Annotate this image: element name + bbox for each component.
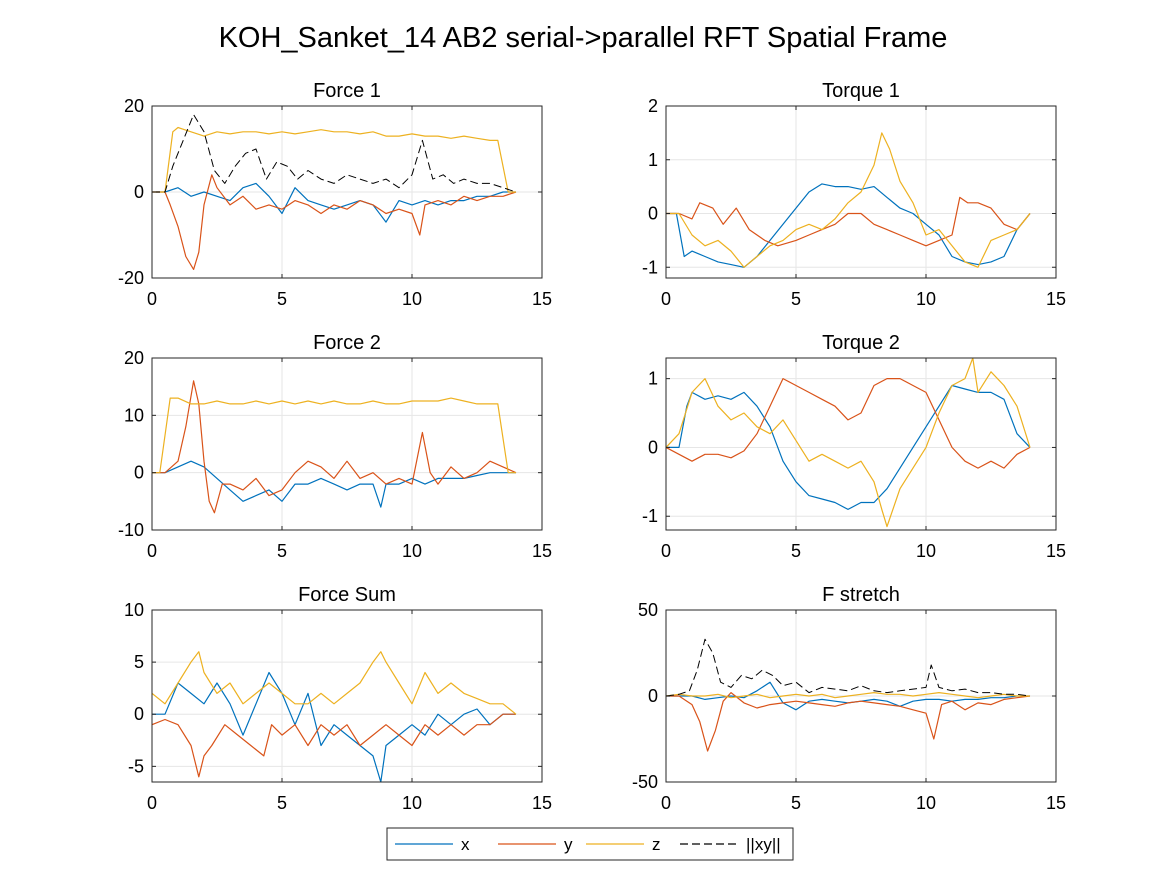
series-line-z bbox=[152, 651, 517, 715]
series-line-z bbox=[152, 126, 516, 193]
y-tick-label: 0 bbox=[134, 463, 144, 483]
series-line-x bbox=[666, 384, 1031, 510]
y-tick-label: 1 bbox=[648, 369, 658, 389]
plot-area bbox=[666, 358, 1056, 530]
x-tick-label: 0 bbox=[661, 289, 671, 309]
legend-label: y bbox=[564, 835, 573, 854]
y-tick-label: 0 bbox=[134, 182, 144, 202]
series-group bbox=[666, 358, 1031, 528]
x-tick-label: 0 bbox=[661, 541, 671, 561]
series-line-z bbox=[666, 132, 1031, 268]
x-tick-label: 5 bbox=[791, 541, 801, 561]
subplot-title: Force Sum bbox=[298, 584, 396, 606]
x-tick-label: 10 bbox=[402, 541, 422, 561]
legend-label: z bbox=[652, 835, 661, 854]
y-tick-label: 20 bbox=[124, 96, 144, 116]
series-group bbox=[152, 651, 517, 782]
x-tick-label: 5 bbox=[277, 793, 287, 813]
x-tick-label: 10 bbox=[916, 289, 936, 309]
series-line-xy bbox=[152, 114, 517, 193]
x-tick-label: 5 bbox=[277, 541, 287, 561]
series-line-y bbox=[666, 378, 1031, 469]
legend-item-z: z bbox=[586, 835, 661, 854]
series-line-y bbox=[666, 196, 1031, 247]
x-tick-label: 0 bbox=[147, 289, 157, 309]
x-tick-label: 10 bbox=[402, 793, 422, 813]
y-tick-label: -20 bbox=[118, 268, 144, 288]
x-tick-label: 15 bbox=[1046, 541, 1066, 561]
series-group bbox=[666, 638, 1031, 752]
y-tick-label: 0 bbox=[648, 437, 658, 457]
x-tick-label: 0 bbox=[147, 793, 157, 813]
series-line-y bbox=[666, 691, 1031, 752]
x-tick-label: 10 bbox=[916, 541, 936, 561]
x-tick-label: 5 bbox=[277, 289, 287, 309]
x-tick-label: 15 bbox=[532, 541, 552, 561]
subplot-title: Torque 2 bbox=[822, 332, 900, 354]
x-tick-label: 15 bbox=[1046, 289, 1066, 309]
y-tick-label: -5 bbox=[128, 756, 144, 776]
x-tick-label: 0 bbox=[661, 793, 671, 813]
legend-item-y: y bbox=[498, 835, 573, 854]
y-tick-label: -1 bbox=[642, 257, 658, 277]
x-tick-label: 5 bbox=[791, 793, 801, 813]
y-tick-label: 10 bbox=[124, 600, 144, 620]
legend-label: ||xy|| bbox=[746, 835, 781, 854]
subplot-title: Force 1 bbox=[313, 80, 381, 102]
series-line-xy bbox=[666, 638, 1031, 697]
y-tick-label: 0 bbox=[648, 686, 658, 706]
axes-frame bbox=[665, 357, 1057, 531]
x-tick-label: 15 bbox=[1046, 793, 1066, 813]
y-tick-label: -10 bbox=[118, 520, 144, 540]
series-line-y bbox=[152, 174, 517, 270]
series-line-x bbox=[152, 182, 516, 223]
x-tick-label: 10 bbox=[916, 793, 936, 813]
series-line-z bbox=[666, 358, 1031, 528]
subplot-title: F stretch bbox=[822, 584, 900, 606]
axes-frame bbox=[665, 105, 1057, 279]
subplot-title: Force 2 bbox=[313, 332, 381, 354]
y-tick-label: 0 bbox=[134, 704, 144, 724]
x-tick-label: 0 bbox=[147, 541, 157, 561]
x-tick-label: 15 bbox=[532, 289, 552, 309]
y-tick-label: 2 bbox=[648, 96, 658, 116]
series-line-z bbox=[666, 691, 1030, 699]
x-tick-label: 5 bbox=[791, 289, 801, 309]
plot-area bbox=[152, 610, 542, 782]
series-group bbox=[666, 132, 1031, 268]
subplot-title: Torque 1 bbox=[822, 80, 900, 102]
y-tick-label: 1 bbox=[648, 150, 658, 170]
series-line-y bbox=[152, 713, 516, 778]
y-tick-label: 0 bbox=[648, 204, 658, 224]
axes-frame bbox=[151, 609, 543, 783]
y-tick-label: 20 bbox=[124, 348, 144, 368]
x-tick-label: 15 bbox=[532, 793, 552, 813]
y-tick-label: 10 bbox=[124, 405, 144, 425]
figure-title: KOH_Sanket_14 AB2 serial->parallel RFT S… bbox=[219, 22, 948, 54]
legend: x y z ||xy|| bbox=[386, 827, 794, 861]
legend-item-xy: ||xy|| bbox=[680, 835, 781, 854]
series-group bbox=[152, 380, 517, 514]
x-tick-label: 10 bbox=[402, 289, 422, 309]
series-line-x bbox=[152, 460, 516, 508]
y-tick-label: -50 bbox=[632, 772, 658, 792]
series-line-y bbox=[152, 380, 517, 514]
legend-label: x bbox=[461, 835, 470, 854]
axes-frame bbox=[151, 357, 543, 531]
legend-item-x: x bbox=[395, 835, 470, 854]
y-tick-label: -1 bbox=[642, 506, 658, 526]
series-line-z bbox=[152, 397, 516, 474]
series-group bbox=[152, 114, 517, 270]
y-tick-label: 5 bbox=[134, 652, 144, 672]
y-tick-label: 50 bbox=[638, 600, 658, 620]
